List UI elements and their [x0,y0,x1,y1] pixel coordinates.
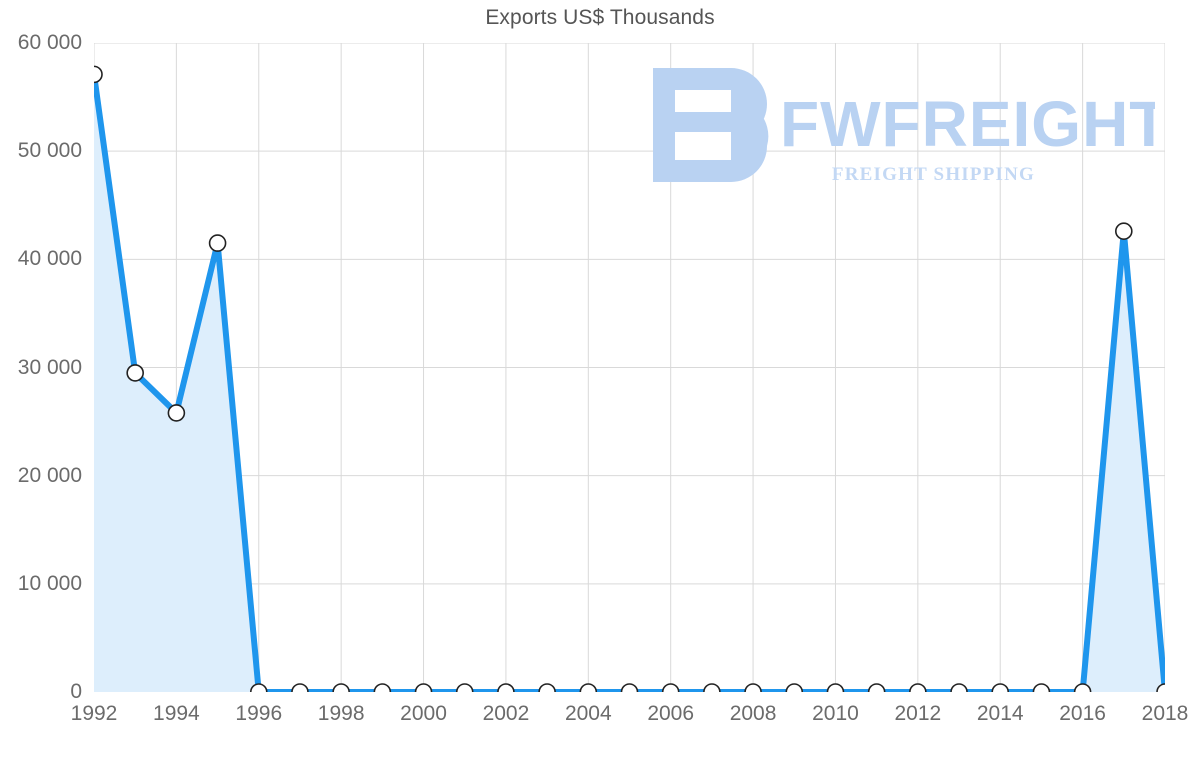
y-axis-tick-label: 40 000 [17,247,82,271]
data-point-marker: 2008: 0 [744,683,762,701]
series-area-fill [94,74,1165,693]
x-axis-tick-label: 1996 [235,702,283,725]
y-axis-tick-label: 60 000 [17,31,82,54]
plot-area: 1992: 57100 1993: 29500 1994: 25800 1995: 4… [85,42,1174,701]
x-axis-tick-label: 2006 [647,702,695,725]
data-point-marker: 2005: 0 [620,683,639,701]
data-point-marker: 2004: 0 [579,683,598,701]
data-point-marker: 2011: 0 [867,683,886,701]
data-point-marker: 2003: 0 [538,683,556,701]
data-point-marker: 2015: 0 [1032,683,1051,701]
x-axis-tick-label: 2008 [729,702,777,725]
x-axis-tick-label: 1998 [317,702,365,725]
data-point-marker: 2013: 0 [950,683,968,701]
y-axis-tick-label: 50 000 [17,139,82,163]
y-axis: 60 000 50 000 40 000 30 000 20 000 10 000 0 [0,0,82,763]
data-point-marker: 2002: 0 [497,683,515,701]
x-axis-tick-label: 2018 [1141,702,1189,725]
data-point-marker: 2006: 0 [661,683,680,701]
x-axis-tick-label: 1994 [153,702,200,725]
data-point-marker: 1995: 41500 [208,234,227,252]
x-axis-tick-label: 2016 [1059,702,1106,725]
data-point-marker: 1999: 0 [373,683,392,701]
x-axis-tick-label: 1992 [70,702,118,725]
data-point-marker: 2010: 0 [826,683,845,701]
y-axis-tick-label: 20 000 [17,463,82,487]
data-point-marker: 1993: 29500 [126,364,144,382]
data-point-marker: 2012: 0 [909,683,927,701]
x-axis-tick-label: 2002 [482,702,530,725]
data-point-marker: 2007: 0 [703,683,721,701]
data-point-marker: 2000: 0 [414,683,433,701]
series-line [91,71,1168,695]
y-axis-tick-label: 0 [70,680,82,703]
area-chart-svg: 1992: 57100 1993: 29500 1994: 25800 1995: 4… [85,42,1174,701]
x-axis-tick-label: 2012 [894,702,942,725]
data-point-marker: 1992: 57100 [85,65,103,84]
x-axis-tick-label: 2014 [976,702,1024,725]
data-point-marker: 2009: 0 [785,683,804,701]
x-axis-tick-label: 2004 [564,702,612,725]
data-point-marker: 2014: 0 [991,683,1010,701]
data-point-marker: 1997: 0 [291,683,309,701]
data-point-marker: 1994: 25800 [167,404,186,422]
x-axis-tick-label: 2010 [812,702,859,725]
y-axis-tick-label: 30 000 [17,355,82,379]
data-point-marker: 1998: 0 [332,683,350,701]
y-axis-tick-label: 10 000 [17,571,82,595]
data-point-markers: 1992: 57100 1993: 29500 1994: 25800 1995: 4… [85,65,1174,701]
data-point-marker: 2017: 42600 [1115,222,1133,241]
data-point-marker: 2001: 0 [455,683,474,701]
grid-lines [93,42,1166,693]
chart-title: Exports US$ Thousands [485,6,715,29]
x-axis-tick-label: 2000 [400,702,447,725]
